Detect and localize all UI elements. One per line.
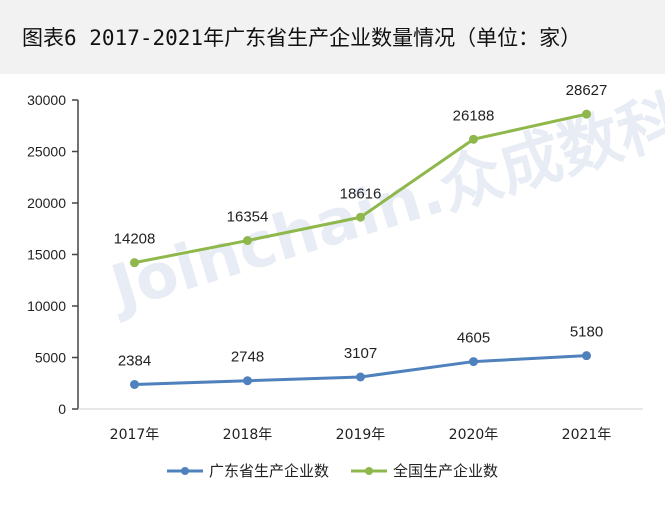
data-label: 2748 [231, 349, 264, 366]
data-label: 3107 [344, 345, 377, 362]
data-point [469, 357, 478, 367]
legend-item-national: 全国生产企业数 [351, 460, 498, 481]
x-tick-label: 2021年 [562, 427, 612, 443]
y-tick-label: 15000 [27, 247, 66, 263]
data-point [243, 236, 252, 246]
data-label: 4605 [457, 330, 490, 347]
legend-item-guangdong: 广东省生产企业数 [166, 460, 329, 481]
data-label: 14208 [114, 231, 156, 248]
data-label: 18616 [340, 185, 382, 202]
data-point [356, 212, 365, 222]
x-tick-label: 2018年 [223, 427, 273, 443]
x-tick-label: 2017年 [110, 427, 160, 443]
y-tick-label: 30000 [27, 92, 66, 108]
data-point [469, 134, 478, 144]
data-label: 5180 [570, 324, 603, 341]
legend-label: 全国生产企业数 [393, 462, 499, 480]
y-tick-label: 5000 [35, 350, 66, 366]
y-tick-label: 0 [58, 401, 66, 417]
data-point [130, 258, 139, 268]
data-label: 26188 [453, 107, 495, 124]
legend-line-marker-icon [351, 466, 387, 475]
line-chart: Joinchain.众成数科05000100001500020000250003… [27, 82, 665, 443]
x-tick-label: 2019年 [336, 427, 386, 443]
title-bar: 图表6 2017-2021年广东省生产企业数量情况（单位：家） [0, 0, 665, 74]
data-point [130, 379, 139, 389]
data-point [243, 376, 252, 386]
legend: 广东省生产企业数 全国生产企业数 [0, 460, 665, 481]
data-point [582, 351, 591, 361]
y-tick-label: 25000 [27, 144, 66, 160]
legend-line-marker-icon [166, 466, 203, 475]
legend-label: 广东省生产企业数 [208, 462, 329, 480]
data-label: 16354 [227, 209, 269, 226]
data-point [356, 372, 365, 382]
data-point [582, 109, 591, 119]
data-label: 28627 [566, 82, 608, 99]
y-tick-label: 20000 [27, 195, 66, 211]
chart-title: 图表6 2017-2021年广东省生产企业数量情况（单位：家） [22, 26, 582, 50]
data-label: 2384 [118, 352, 151, 369]
y-tick-label: 10000 [27, 298, 66, 314]
x-tick-label: 2020年 [449, 427, 499, 443]
